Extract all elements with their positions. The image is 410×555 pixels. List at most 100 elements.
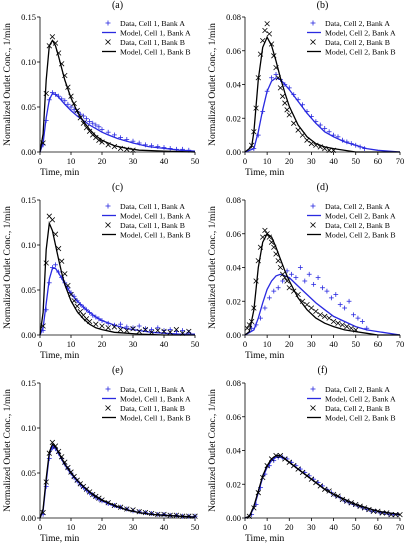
series-3: [244, 454, 401, 519]
cross-marker: [279, 271, 286, 277]
y-tick-label: 0.00: [226, 147, 241, 157]
plus-marker: [105, 129, 111, 135]
x-tick-label: 20: [98, 522, 107, 532]
legend-label: Model, Cell 2, Bank A: [325, 212, 396, 221]
x-tick-label: 10: [67, 522, 76, 532]
legend-item: Data, Cell 2, Bank A: [310, 202, 390, 211]
legend-label: Model, Cell 2, Bank B: [325, 48, 396, 57]
x-tick-label: 50: [351, 339, 360, 349]
model-line: [39, 443, 196, 519]
legend-label: Model, Cell 2, Bank A: [325, 29, 396, 38]
cross-marker: [322, 313, 328, 320]
cross-marker: [308, 305, 315, 311]
x-tick-label: 50: [191, 156, 200, 166]
x-tick-label: 30: [307, 156, 316, 166]
cross-marker: [155, 327, 161, 334]
plus-marker: [346, 298, 352, 304]
plus-marker: [87, 119, 92, 124]
series-0: [249, 265, 370, 331]
x-tick-label: 30: [129, 156, 138, 166]
y-tick-label: 0.05: [21, 468, 36, 478]
series-3: [244, 232, 400, 336]
plus-marker: [275, 285, 281, 291]
x-axis-label: Time, min: [245, 168, 284, 178]
plus-marker: [136, 323, 142, 329]
y-tick-label: 0.08: [226, 195, 241, 205]
cross-marker: [43, 90, 49, 97]
legend-item: Model, Cell 1, Bank A: [102, 212, 191, 221]
legend-label: Model, Cell 1, Bank B: [120, 48, 191, 57]
cross-marker: [295, 127, 301, 133]
x-tick-label: 20: [98, 339, 107, 349]
x-tick-label: 30: [307, 522, 316, 532]
cross-marker: [279, 93, 286, 99]
cross-marker: [344, 323, 350, 330]
series-1: [244, 273, 401, 336]
x-tick-label: 40: [160, 156, 169, 166]
legend-label: Model, Cell 1, Bank A: [120, 29, 191, 38]
panel-label: (b): [317, 0, 329, 11]
y-axis-label: Normalized Outlet Conc., 1/min: [3, 389, 13, 512]
plus-marker: [306, 271, 312, 277]
cross-marker: [142, 326, 149, 333]
panel-label: (e): [112, 365, 123, 376]
x-tick-label: 70: [396, 339, 405, 349]
series-0: [40, 262, 192, 335]
legend-label: Data, Cell 2, Bank B: [325, 221, 390, 230]
series-3: [244, 35, 400, 153]
x-tick-label: 50: [351, 156, 360, 166]
series-1: [39, 267, 195, 336]
legend: Data, Cell 2, Bank A Model, Cell 2, Bank …: [307, 385, 396, 423]
plus-marker: [355, 315, 361, 321]
cross-marker: [313, 308, 319, 315]
plus-marker: [118, 321, 123, 327]
model-line: [39, 39, 196, 153]
x-tick-label: 0: [38, 156, 42, 166]
y-tick-label: 0.06: [226, 229, 241, 239]
plus-marker: [161, 328, 167, 333]
cross-marker: [266, 31, 273, 37]
cross-marker: [93, 321, 99, 327]
plus-marker: [112, 132, 117, 138]
y-tick-label: 0.00: [226, 513, 241, 523]
x-tick-label: 20: [285, 339, 294, 349]
y-axis-label: Normalized Outlet Conc., 1/min: [208, 23, 218, 146]
cross-marker: [167, 329, 173, 335]
plus-marker: [84, 116, 89, 122]
y-tick-label: 0.02: [226, 296, 241, 306]
model-line: [39, 92, 196, 153]
x-tick-label: 40: [329, 522, 338, 532]
legend-label: Model, Cell 2, Bank B: [325, 414, 396, 423]
model-line: [244, 273, 401, 336]
x-tick-label: 60: [374, 522, 383, 532]
legend-item: Data, Cell 1, Bank B: [105, 221, 185, 230]
plus-marker: [266, 295, 272, 301]
legend-label: Data, Cell 2, Bank A: [325, 202, 390, 211]
cross-marker: [186, 328, 192, 335]
x-tick-label: 10: [67, 339, 76, 349]
y-tick-label: 0.05: [21, 102, 36, 112]
legend-item: Data, Cell 2, Bank B: [310, 404, 390, 413]
x-tick-label: 50: [191, 522, 200, 532]
y-tick-label: 0.10: [21, 423, 36, 433]
plus-marker: [269, 75, 274, 81]
chart-panel-a: (a) 0 10 20 30 40 50 0.00 0.05 0.10 0.15 Time, min N…: [3, 0, 199, 178]
legend-label: Data, Cell 2, Bank A: [325, 385, 390, 394]
cross-marker: [397, 511, 403, 518]
series-2: [248, 21, 337, 153]
plus-marker: [149, 327, 154, 332]
cross-marker: [304, 301, 310, 308]
cross-marker: [348, 325, 354, 331]
plus-marker: [326, 129, 332, 135]
x-tick-label: 0: [38, 339, 42, 349]
x-tick-label: 10: [67, 156, 76, 166]
cross-marker: [49, 217, 56, 223]
x-axis-label: Time, min: [245, 534, 284, 544]
legend-item: Model, Cell 2, Bank B: [307, 48, 396, 57]
series-1: [39, 92, 196, 153]
cross-marker: [130, 326, 136, 332]
plus-marker: [180, 328, 185, 333]
